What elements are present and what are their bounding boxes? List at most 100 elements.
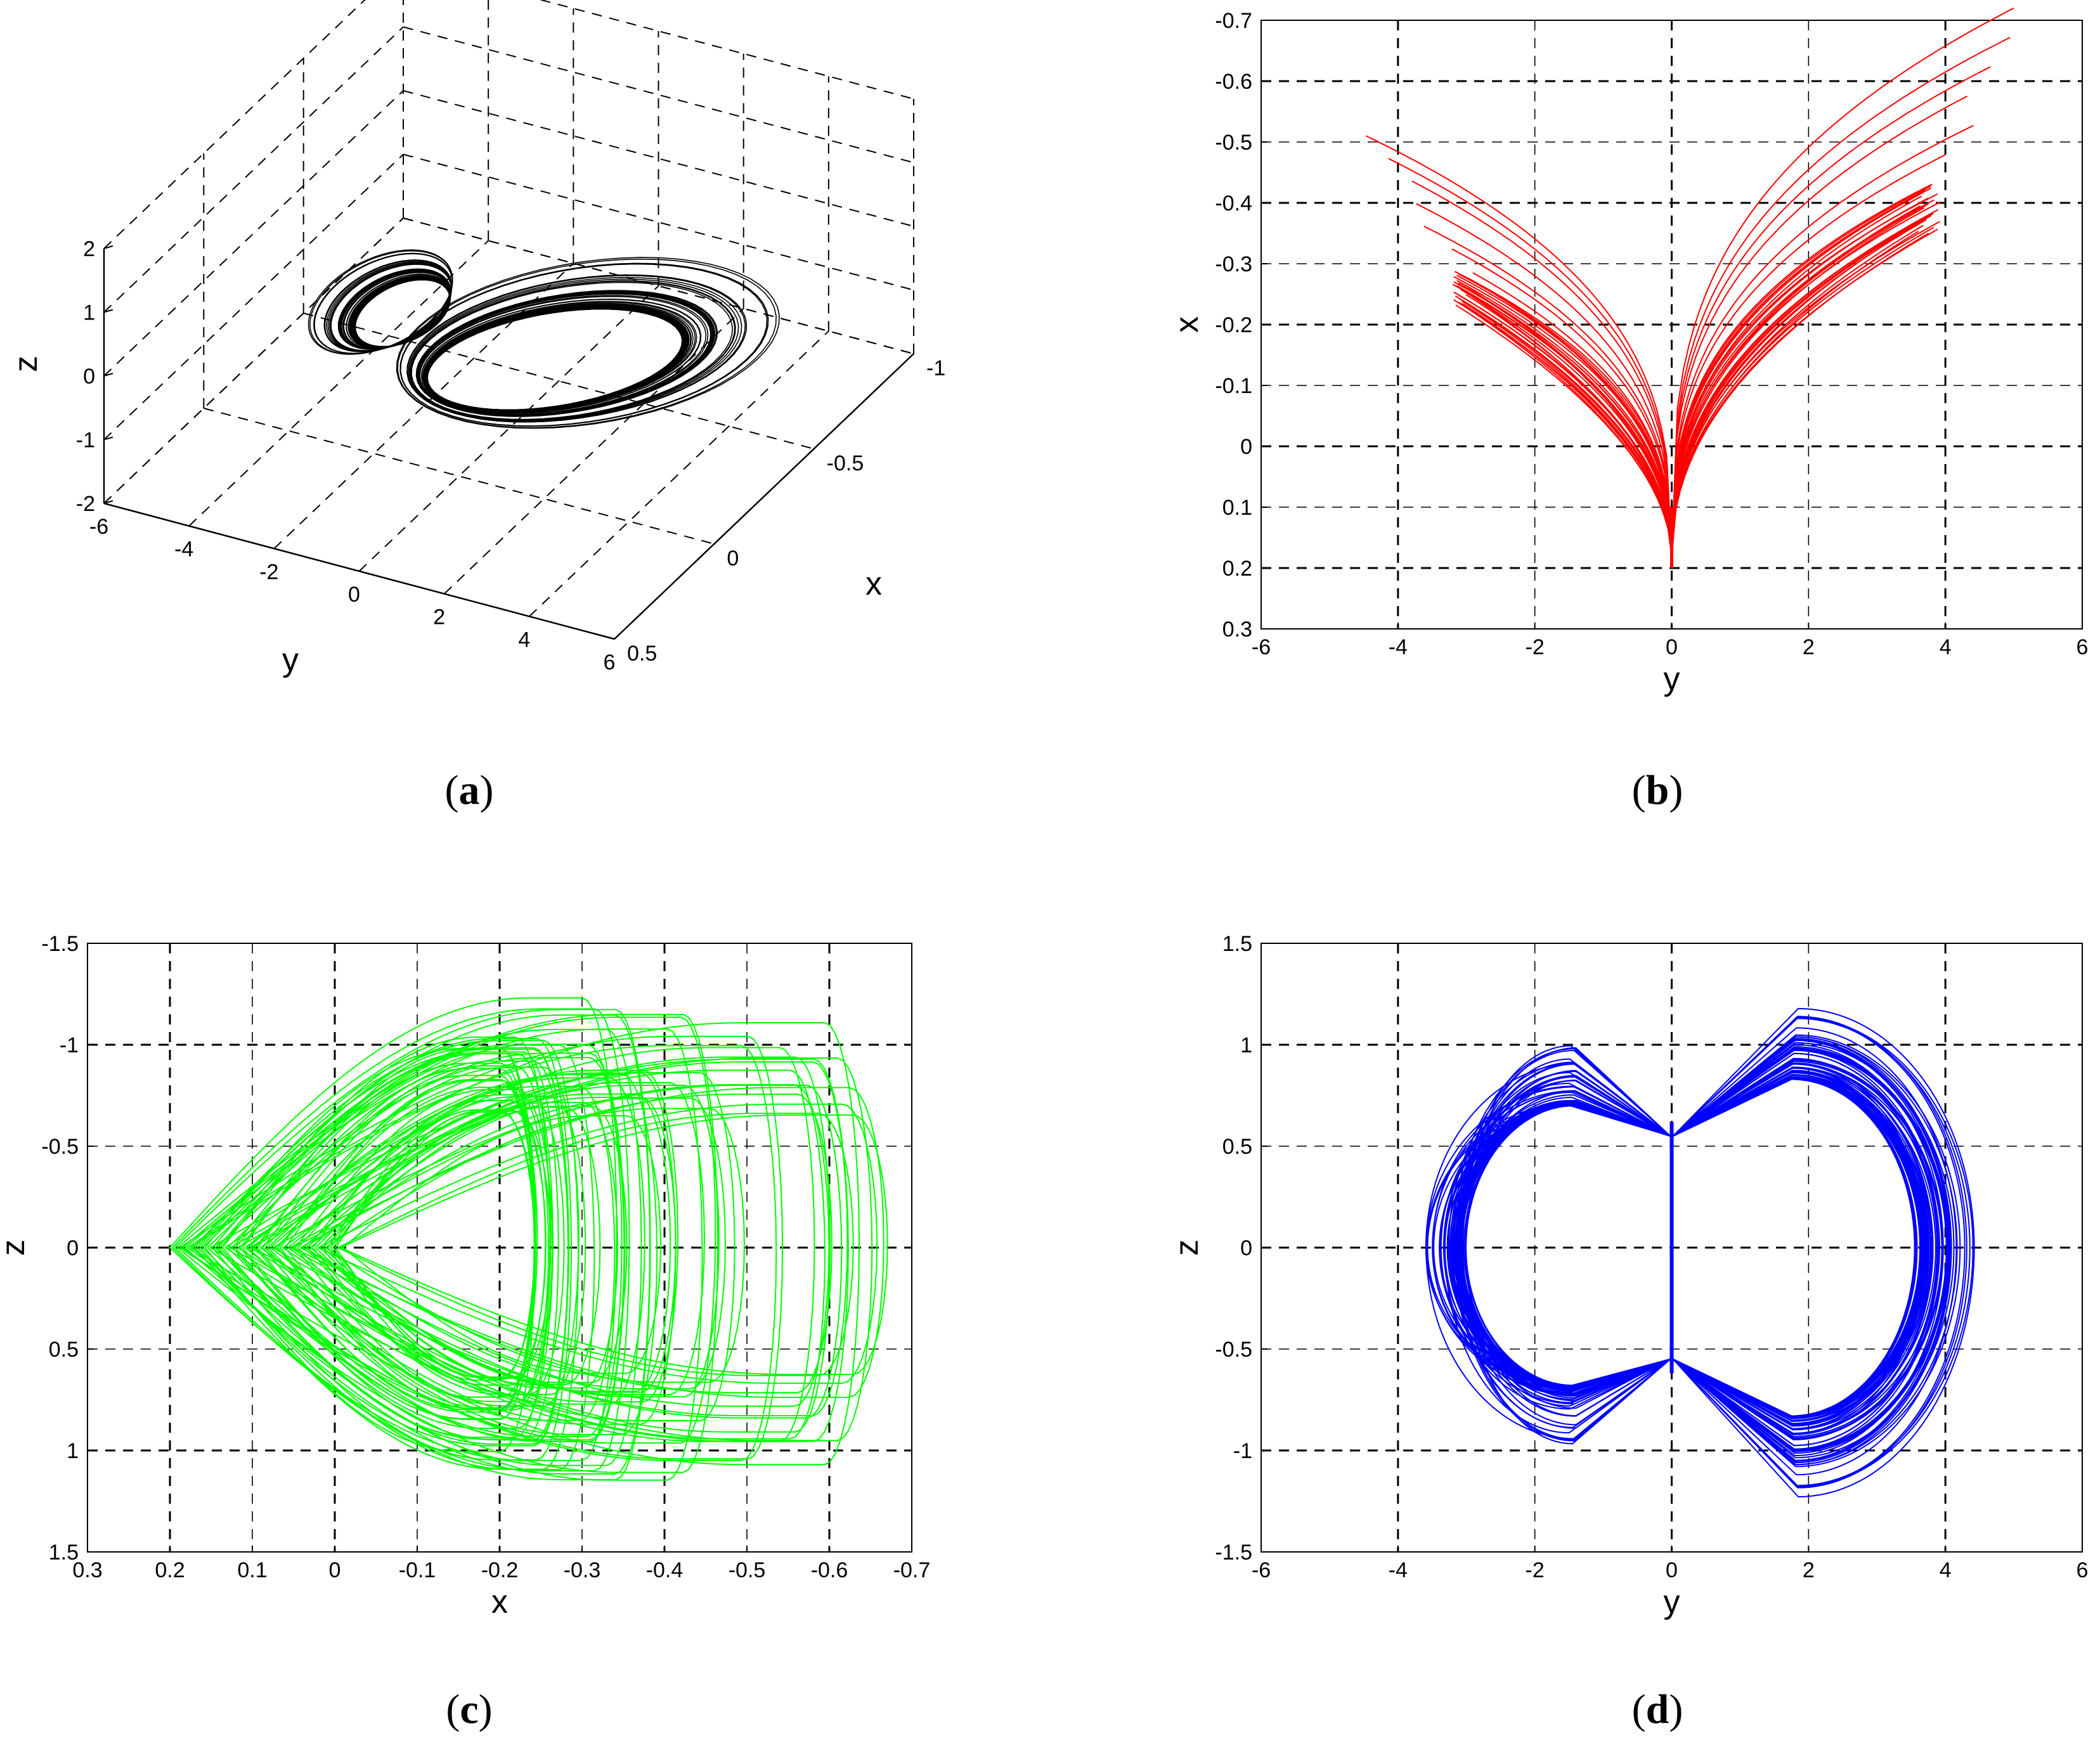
series-curve bbox=[1444, 1082, 1671, 1434]
y-tick-label: 1 bbox=[1240, 1033, 1252, 1057]
x-tick-label: -0.4 bbox=[646, 1558, 684, 1582]
x-tick-label: -0.1 bbox=[399, 1558, 436, 1582]
series-curve bbox=[426, 308, 684, 411]
series-curve bbox=[1673, 1036, 1958, 1466]
y-tick-label: 0 bbox=[348, 583, 360, 607]
z-axis-label: z bbox=[8, 356, 44, 372]
series-curve bbox=[1671, 205, 1921, 556]
series-curve bbox=[1673, 1076, 1929, 1419]
series-curve bbox=[1458, 1045, 1671, 1386]
series-curve bbox=[335, 1111, 536, 1378]
series-curve bbox=[1671, 191, 1924, 556]
series-curve bbox=[421, 299, 701, 414]
y-tick-label: -0.5 bbox=[41, 1135, 79, 1159]
y-tick-label: -0.4 bbox=[1215, 191, 1252, 216]
y-tick-label: 2 bbox=[433, 605, 445, 630]
series-curve bbox=[1671, 211, 1935, 556]
series-curve bbox=[325, 1108, 745, 1383]
series-curve bbox=[406, 274, 748, 423]
grid-line bbox=[103, 153, 404, 441]
series-curve bbox=[252, 1061, 848, 1417]
series-curve bbox=[397, 258, 777, 429]
series-curve bbox=[1449, 1101, 1671, 1387]
series-trajectory bbox=[1366, 7, 2014, 568]
series-curve bbox=[1472, 290, 1673, 556]
y-axis-label: y bbox=[282, 642, 299, 678]
series-curve bbox=[1671, 207, 1924, 556]
y-tick-label: 0.5 bbox=[1222, 1135, 1252, 1159]
series-curve bbox=[322, 1106, 628, 1383]
grid-line bbox=[529, 330, 829, 617]
series-curve bbox=[1458, 273, 1673, 556]
series-curve bbox=[1671, 37, 2011, 556]
caption-d: (d) bbox=[1632, 1686, 1683, 1733]
series-curve bbox=[212, 1038, 573, 1461]
series-curve bbox=[172, 1008, 630, 1471]
chart-panel-d: -6 -4 -2 0 2 4 6 1.5 1 0.5 0 -0.5 -1 -1.5 y z bbox=[1169, 932, 2088, 1620]
series-curve bbox=[1671, 95, 1967, 556]
y-tick-label: -1 bbox=[60, 1033, 79, 1057]
y-tick-label: 0.5 bbox=[49, 1338, 79, 1362]
y-axis-label: z bbox=[1169, 1239, 1205, 1256]
series-curve bbox=[1440, 1091, 1671, 1405]
series-curve bbox=[191, 1014, 651, 1475]
y-tick-label: -0.5 bbox=[1215, 1338, 1252, 1362]
x-tick-label: 0.1 bbox=[237, 1558, 267, 1582]
series-curve bbox=[1455, 1049, 1671, 1397]
z-tick-label: -1 bbox=[76, 429, 95, 453]
series-curve bbox=[1673, 1074, 1932, 1422]
y-tick-label: -0.1 bbox=[1215, 374, 1252, 398]
x-tick-label: -0.6 bbox=[811, 1558, 848, 1582]
series-curve bbox=[417, 293, 713, 416]
series-curve bbox=[1673, 1049, 1947, 1450]
series-curve bbox=[1673, 1059, 1944, 1439]
series-curve bbox=[302, 1093, 671, 1392]
series-curve bbox=[1673, 1078, 1917, 1417]
y-tick-label: -1 bbox=[1233, 1439, 1252, 1463]
y-tick-label: -0.5 bbox=[1215, 131, 1252, 155]
series-curve bbox=[1388, 158, 1673, 556]
x-tick-label: 6 bbox=[2077, 635, 2089, 659]
axis-line bbox=[103, 502, 615, 640]
y-tick-label: -4 bbox=[174, 538, 193, 562]
series-curve bbox=[1673, 1049, 1950, 1451]
series-curve bbox=[1671, 233, 1929, 556]
series-curve bbox=[347, 275, 451, 349]
series-curve bbox=[418, 295, 709, 415]
series-curve bbox=[1671, 231, 1919, 556]
series-curve bbox=[408, 276, 742, 422]
series-curve bbox=[1462, 300, 1673, 556]
series-curve bbox=[1672, 1016, 1974, 1488]
x-tick-label: 0.5 bbox=[627, 642, 657, 666]
series-curve bbox=[1673, 1038, 1950, 1462]
series-curve bbox=[411, 281, 733, 420]
series-curve bbox=[1671, 190, 1926, 556]
x-tick-label: 0.2 bbox=[155, 1558, 185, 1582]
z-tick-label: 1 bbox=[83, 301, 95, 325]
y-tick-label: 0.2 bbox=[1222, 557, 1252, 581]
series-curve bbox=[1462, 303, 1673, 556]
x-tick-label: -0.7 bbox=[893, 1558, 931, 1582]
series-curve bbox=[399, 263, 768, 427]
series-curve bbox=[1673, 1078, 1929, 1418]
series-curve bbox=[424, 305, 690, 412]
x-tick-label: -4 bbox=[1389, 635, 1408, 659]
series-curve bbox=[1673, 1052, 1939, 1447]
chart-panel-c: 0.3 0.2 0.1 0 -0.1 -0.2 -0.3 -0.4 -0.5 -0.6 -0.7 -1… bbox=[0, 932, 930, 1620]
series-curve bbox=[424, 304, 692, 413]
grid-line bbox=[103, 26, 404, 313]
series-curve bbox=[1671, 125, 1974, 556]
grid-line bbox=[103, 90, 404, 377]
x-axis-label: y bbox=[1664, 1584, 1680, 1620]
series-curve bbox=[425, 306, 688, 411]
z-tick-mark bbox=[103, 309, 113, 313]
series-curve bbox=[272, 1084, 843, 1419]
series-curve bbox=[424, 304, 692, 412]
series-curve bbox=[1472, 297, 1673, 556]
x-tick-label: 6 bbox=[2077, 1558, 2089, 1582]
caption-c: (c) bbox=[446, 1686, 492, 1733]
series-curve bbox=[425, 306, 689, 411]
grid-line bbox=[103, 217, 404, 504]
series-curve bbox=[295, 1088, 554, 1402]
